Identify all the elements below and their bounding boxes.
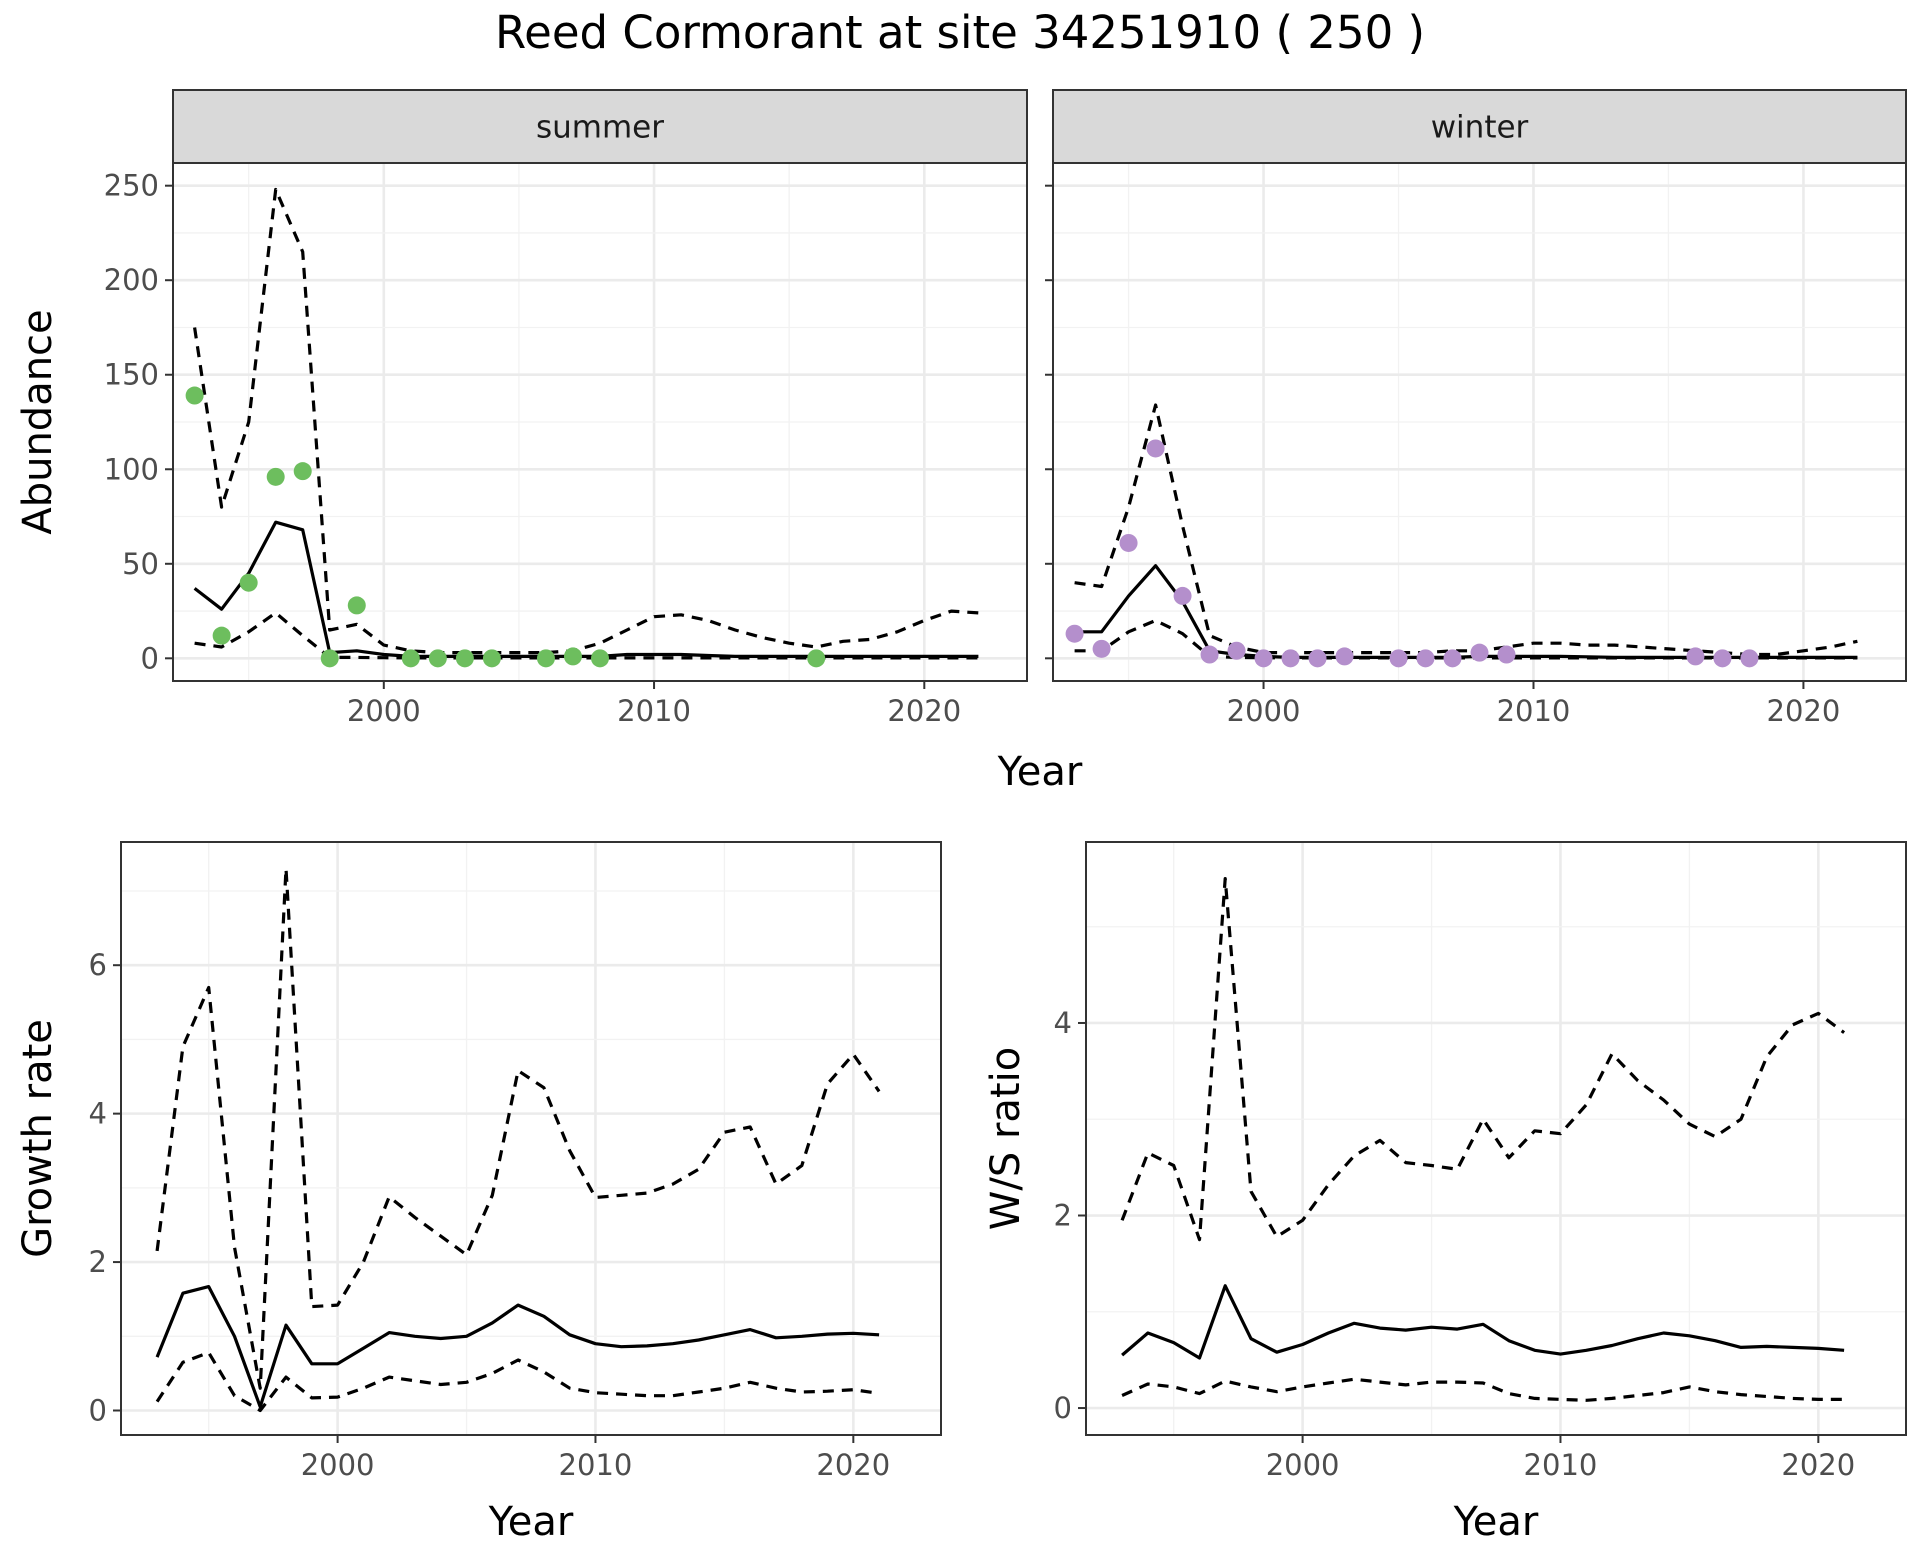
panel-ws-ratio: 2000 2010 2020 0 2 4 W/S ratio Year xyxy=(983,841,1907,1545)
panel-border xyxy=(1085,841,1907,1436)
series-estimate-line xyxy=(1121,1284,1845,1360)
x-tick-label: 2020 xyxy=(887,694,961,728)
x-tick-label: 2000 xyxy=(301,1448,375,1482)
data-point xyxy=(1497,645,1516,664)
data-point xyxy=(1308,649,1327,668)
data-point xyxy=(1686,647,1705,666)
facet-strip-label: winter xyxy=(1431,110,1529,146)
y-tick-label: 0 xyxy=(141,641,159,675)
data-point xyxy=(1416,649,1435,668)
x-tick-label: 2010 xyxy=(559,1448,633,1482)
y-tick-label: 50 xyxy=(122,547,159,581)
x-tick-label: 2000 xyxy=(347,694,421,728)
y-axis-title: Growth rate xyxy=(15,1019,61,1258)
series-upper-line xyxy=(1120,876,1846,1242)
data-point xyxy=(1740,649,1759,668)
y-axis-title: W/S ratio xyxy=(983,1047,1029,1230)
data-point xyxy=(347,596,366,615)
data-point xyxy=(1146,439,1165,458)
data-point xyxy=(1092,639,1111,658)
series-lower-line xyxy=(155,1350,880,1413)
series-upper-line xyxy=(155,867,881,1390)
data-point xyxy=(1713,649,1732,668)
facet-strip xyxy=(172,89,1028,164)
data-point xyxy=(1227,641,1246,660)
data-point xyxy=(1335,647,1354,666)
panel-border xyxy=(120,841,942,1436)
data-point xyxy=(1443,649,1462,668)
series-upper-line xyxy=(193,187,979,655)
data-point xyxy=(536,649,555,668)
x-tick-label: 2020 xyxy=(816,1448,890,1482)
data-point xyxy=(1173,586,1192,605)
data-point xyxy=(185,386,204,405)
data-point xyxy=(455,649,474,668)
y-tick-label: 4 xyxy=(89,1097,107,1131)
y-tick-label: 100 xyxy=(104,452,159,486)
x-tick-label: 2010 xyxy=(1524,1448,1598,1482)
series-lower-line xyxy=(194,611,979,660)
series-estimate-line xyxy=(155,1284,880,1409)
data-point xyxy=(1281,649,1300,668)
data-point xyxy=(1065,624,1084,643)
y-tick-label: 6 xyxy=(89,948,107,982)
x-axis-title: Year xyxy=(488,1499,574,1545)
series-lower-line xyxy=(1121,1377,1845,1402)
data-point xyxy=(293,462,312,481)
data-point xyxy=(1119,533,1138,552)
data-point xyxy=(266,467,285,486)
data-point xyxy=(401,649,420,668)
series-estimate-line xyxy=(193,520,979,659)
y-tick-label: 2 xyxy=(89,1245,107,1279)
y-tick-label: 0 xyxy=(89,1394,107,1428)
y-tick-label: 2 xyxy=(1054,1199,1072,1233)
data-point xyxy=(239,573,258,592)
data-point xyxy=(1200,645,1219,664)
x-tick-label: 2000 xyxy=(1266,1448,1340,1482)
facet-strip xyxy=(1052,89,1907,164)
x-tick-label: 2000 xyxy=(1227,694,1301,728)
data-point xyxy=(1470,643,1489,662)
data-point xyxy=(563,647,582,666)
y-axis-title: Abundance xyxy=(15,309,61,534)
x-axis-title-top: Year xyxy=(997,749,1083,795)
x-axis-title: Year xyxy=(1453,1499,1539,1545)
panel-abundance-winter: winter 2000 2010 2020 xyxy=(1045,89,1907,728)
panel-abundance-summer: summer 2000 2010 2020 0 50 100 150 200 250 Abundan… xyxy=(15,89,1028,728)
y-tick-label: 150 xyxy=(104,358,159,392)
data-point xyxy=(320,649,339,668)
facet-strip-label: summer xyxy=(536,110,664,146)
panel-growth-rate: 2000 2010 2020 0 2 4 6 Growth rate Year xyxy=(15,841,942,1545)
data-point xyxy=(807,649,826,668)
data-point xyxy=(591,649,609,668)
data-point xyxy=(428,649,447,668)
y-tick-label: 4 xyxy=(1054,1006,1072,1040)
data-point xyxy=(1254,649,1273,668)
y-tick-label: 200 xyxy=(104,263,159,297)
data-point xyxy=(1389,649,1408,668)
x-tick-label: 2010 xyxy=(617,694,691,728)
figure-title: Reed Cormorant at site 34251910 ( 250 ) xyxy=(495,6,1425,59)
x-tick-label: 2020 xyxy=(1781,1448,1855,1482)
x-tick-label: 2020 xyxy=(1767,694,1841,728)
y-tick-label: 250 xyxy=(104,169,159,203)
data-point xyxy=(212,626,231,645)
x-tick-label: 2010 xyxy=(1497,694,1571,728)
y-tick-label: 0 xyxy=(1054,1391,1072,1425)
data-point xyxy=(482,649,501,668)
